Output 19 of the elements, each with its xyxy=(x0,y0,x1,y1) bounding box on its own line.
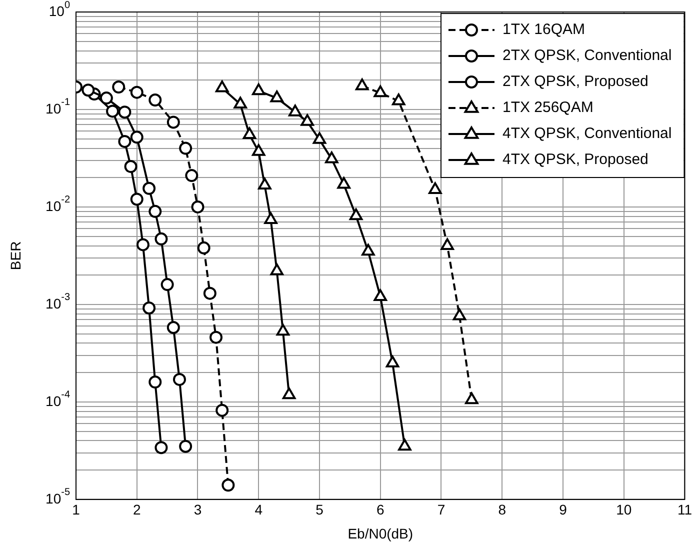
x-tick-label: 10 xyxy=(616,502,632,518)
legend-label: 1TX 256QAM xyxy=(502,99,594,116)
x-axis-title: Eb/N0(dB) xyxy=(348,525,414,542)
y-axis-title: BER xyxy=(7,241,24,270)
legend-label: 4TX QPSK, Proposed xyxy=(502,151,648,168)
x-tick-label: 4 xyxy=(254,502,263,518)
legend-label: 1TX 16QAM xyxy=(502,21,586,38)
legend-label: 2TX QPSK, Conventional xyxy=(502,47,672,64)
x-tick-label: 8 xyxy=(498,502,506,518)
x-tick-label: 5 xyxy=(316,502,324,518)
x-tick-label: 1 xyxy=(72,502,80,518)
x-tick-label: 2 xyxy=(132,502,141,518)
legend-label: 2TX QPSK, Proposed xyxy=(502,73,648,90)
x-tick-label: 7 xyxy=(437,502,446,518)
x-tick-label: 6 xyxy=(376,502,384,518)
legend-label: 4TX QPSK, Conventional xyxy=(502,125,672,142)
x-tick-label: 3 xyxy=(194,502,202,518)
x-tick-label: 9 xyxy=(559,502,568,518)
x-tick-label: 11 xyxy=(677,502,692,518)
